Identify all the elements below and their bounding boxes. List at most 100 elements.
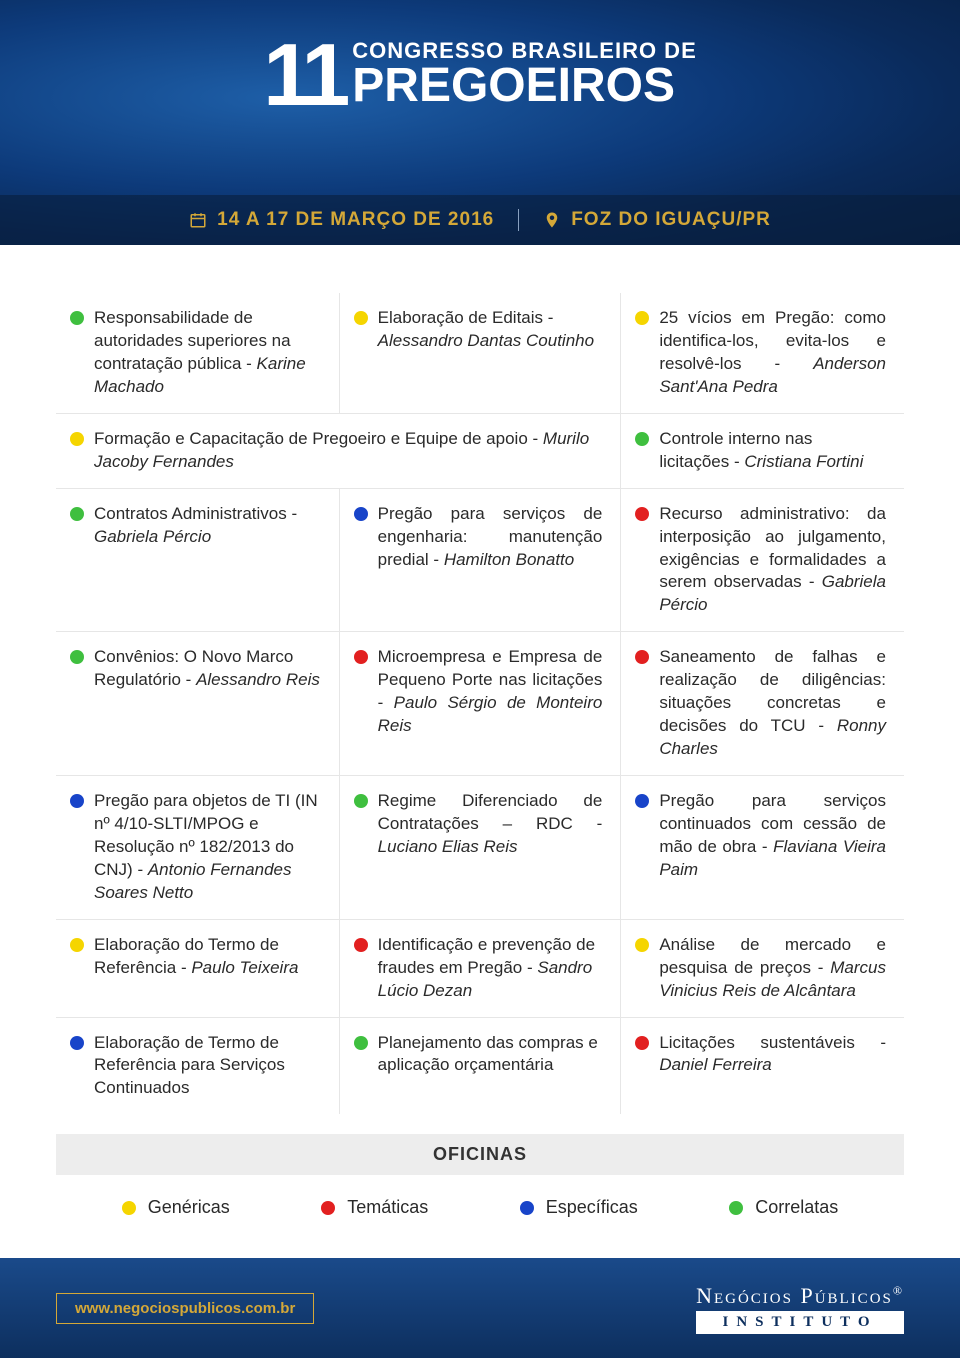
session-cell: Controle interno nas licitações - Cristi… bbox=[621, 414, 904, 489]
legend-label: Genéricas bbox=[148, 1197, 230, 1218]
event-header: 11 CONGRESSO BRASILEIRO DE PREGOEIROS 14… bbox=[0, 0, 960, 245]
session-author: Alessandro Reis bbox=[196, 670, 320, 689]
legend-label: Correlatas bbox=[755, 1197, 838, 1218]
session-author: Cristiana Fortini bbox=[744, 452, 863, 471]
session-author: Daniel Ferreira bbox=[659, 1055, 771, 1074]
legend-row: Genéricas Temáticas Específicas Correlatas bbox=[56, 1175, 904, 1240]
category-dot bbox=[354, 507, 368, 521]
sessions-grid: Responsabilidade de autoridades superior… bbox=[56, 293, 904, 1114]
footer-logo-text: Negócios Públicos bbox=[696, 1283, 893, 1308]
session-text: Formação e Capacitação de Pregoeiro e Eq… bbox=[94, 428, 602, 474]
session-cell: Microempresa e Empresa de Pequeno Porte … bbox=[339, 632, 622, 776]
session-text: Licitações sustentáveis - Daniel Ferreir… bbox=[659, 1032, 886, 1078]
category-dot bbox=[635, 938, 649, 952]
footer-logo-subtitle: INSTITUTO bbox=[696, 1311, 904, 1334]
event-date-text: 14 A 17 DE MARÇO DE 2016 bbox=[217, 209, 494, 231]
session-cell: Saneamento de falhas e realização de dil… bbox=[621, 632, 904, 776]
category-dot bbox=[635, 311, 649, 325]
oficinas-heading: OFICINAS bbox=[56, 1134, 904, 1175]
legend-dot bbox=[729, 1201, 743, 1215]
category-dot bbox=[635, 507, 649, 521]
location-pin-icon bbox=[543, 211, 561, 229]
session-cell: Pregão para serviços de engenharia: manu… bbox=[339, 489, 622, 633]
category-dot bbox=[354, 794, 368, 808]
session-text: Responsabilidade de autoridades superior… bbox=[94, 307, 321, 399]
session-author: Luciano Elias Reis bbox=[378, 837, 518, 856]
session-text: Regime Diferenciado de Contratações – RD… bbox=[378, 790, 603, 859]
legend-item: Correlatas bbox=[729, 1197, 838, 1218]
session-title: Regime Diferenciado de Contratações – RD… bbox=[378, 791, 603, 833]
legend-dot bbox=[520, 1201, 534, 1215]
category-dot bbox=[354, 650, 368, 664]
footer-logo: Negócios Públicos® INSTITUTO bbox=[696, 1283, 904, 1334]
session-cell: Pregão para objetos de TI (IN nº 4/10-SL… bbox=[56, 776, 339, 920]
session-cell: Análise de mercado e pesquisa de preços … bbox=[621, 920, 904, 1018]
session-text: Controle interno nas licitações - Cristi… bbox=[659, 428, 886, 474]
session-cell: Planejamento das compras e aplicação orç… bbox=[339, 1018, 622, 1115]
category-dot bbox=[354, 1036, 368, 1050]
category-dot bbox=[635, 1036, 649, 1050]
legend-item: Genéricas bbox=[122, 1197, 230, 1218]
session-text: 25 vícios em Pregão: como identifica-los… bbox=[659, 307, 886, 399]
footer-url: www.negociospublicos.com.br bbox=[56, 1293, 314, 1324]
registered-icon: ® bbox=[893, 1283, 904, 1297]
session-text: Pregão para serviços continuados com ces… bbox=[659, 790, 886, 882]
session-cell: Formação e Capacitação de Pregoeiro e Eq… bbox=[56, 414, 621, 489]
session-text: Elaboração de Editais - Alessandro Danta… bbox=[378, 307, 603, 353]
session-text: Contratos Administrativos - Gabriela Pér… bbox=[94, 503, 321, 549]
session-text: Elaboração do Termo de Referência - Paul… bbox=[94, 934, 321, 980]
session-author: Gabriela Pércio bbox=[94, 527, 211, 546]
session-text: Saneamento de falhas e realização de dil… bbox=[659, 646, 886, 761]
category-dot bbox=[635, 794, 649, 808]
category-dot bbox=[635, 650, 649, 664]
category-dot bbox=[70, 507, 84, 521]
session-author: Hamilton Bonatto bbox=[444, 550, 574, 569]
session-text: Convênios: O Novo Marco Regulatório - Al… bbox=[94, 646, 321, 692]
event-info-bar: 14 A 17 DE MARÇO DE 2016 FOZ DO IGUAÇU/P… bbox=[0, 195, 960, 245]
legend-item: Específicas bbox=[520, 1197, 638, 1218]
session-title: Elaboração de Termo de Referência para S… bbox=[94, 1033, 285, 1098]
category-dot bbox=[70, 650, 84, 664]
session-text: Microempresa e Empresa de Pequeno Porte … bbox=[378, 646, 603, 738]
page-footer: www.negociospublicos.com.br Negócios Púb… bbox=[0, 1258, 960, 1358]
footer-logo-name: Negócios Públicos® bbox=[696, 1283, 904, 1309]
session-cell: Pregão para serviços continuados com ces… bbox=[621, 776, 904, 920]
session-text: Pregão para objetos de TI (IN nº 4/10-SL… bbox=[94, 790, 321, 905]
category-dot bbox=[70, 311, 84, 325]
session-cell: Identificação e prevenção de fraudes em … bbox=[339, 920, 622, 1018]
session-text: Elaboração de Termo de Referência para S… bbox=[94, 1032, 321, 1101]
event-title-block: CONGRESSO BRASILEIRO DE PREGOEIROS bbox=[352, 40, 696, 110]
category-dot bbox=[354, 311, 368, 325]
session-text: Identificação e prevenção de fraudes em … bbox=[378, 934, 603, 1003]
legend-dot bbox=[321, 1201, 335, 1215]
event-title-bottom: PREGOEIROS bbox=[352, 62, 696, 110]
calendar-icon bbox=[189, 211, 207, 229]
session-author: Alessandro Dantas Coutinho bbox=[378, 331, 594, 350]
category-dot bbox=[635, 432, 649, 446]
category-dot bbox=[354, 938, 368, 952]
legend-label: Específicas bbox=[546, 1197, 638, 1218]
event-location: FOZ DO IGUAÇU/PR bbox=[543, 209, 771, 231]
content-area: Responsabilidade de autoridades superior… bbox=[0, 245, 960, 1260]
session-author: Paulo Teixeira bbox=[191, 958, 298, 977]
session-cell: Elaboração do Termo de Referência - Paul… bbox=[56, 920, 339, 1018]
session-title: Licitações sustentáveis bbox=[659, 1033, 855, 1052]
session-cell: Contratos Administrativos - Gabriela Pér… bbox=[56, 489, 339, 633]
session-title: Elaboração de Editais bbox=[378, 308, 543, 327]
session-cell: Licitações sustentáveis - Daniel Ferreir… bbox=[621, 1018, 904, 1115]
session-title: Microempresa e Empresa de Pequeno Porte … bbox=[378, 647, 603, 689]
session-cell: 25 vícios em Pregão: como identifica-los… bbox=[621, 293, 904, 414]
session-author: Paulo Sérgio de Monteiro Reis bbox=[378, 693, 603, 735]
session-cell: Elaboração de Editais - Alessandro Danta… bbox=[339, 293, 622, 414]
info-divider bbox=[518, 209, 519, 231]
legend-item: Temáticas bbox=[321, 1197, 428, 1218]
event-location-text: FOZ DO IGUAÇU/PR bbox=[571, 209, 771, 231]
session-cell: Elaboração de Termo de Referência para S… bbox=[56, 1018, 339, 1115]
event-logo: 11 CONGRESSO BRASILEIRO DE PREGOEIROS bbox=[263, 40, 697, 110]
session-cell: Responsabilidade de autoridades superior… bbox=[56, 293, 339, 414]
category-dot bbox=[70, 1036, 84, 1050]
session-cell: Regime Diferenciado de Contratações – RD… bbox=[339, 776, 622, 920]
event-number: 11 bbox=[263, 40, 344, 110]
session-title: Contratos Administrativos bbox=[94, 504, 287, 523]
event-date: 14 A 17 DE MARÇO DE 2016 bbox=[189, 209, 494, 231]
